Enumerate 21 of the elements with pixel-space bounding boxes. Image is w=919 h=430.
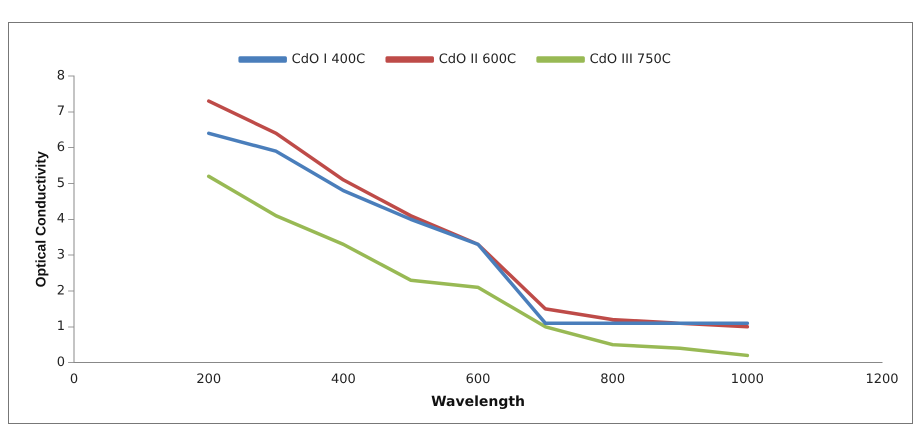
y-tick-label: 5 — [56, 176, 66, 191]
y-tick-label: 2 — [56, 283, 66, 298]
x-tick-label: 1200 — [865, 372, 899, 387]
y-tick-label: 8 — [56, 68, 66, 84]
x-tick-label: 400 — [330, 372, 356, 387]
y-axis-title: Optical Conductivity — [32, 151, 48, 288]
y-tick-label: 4 — [56, 212, 66, 227]
legend-label: CdO I 400C — [292, 52, 366, 67]
x-tick-label: 200 — [196, 372, 222, 387]
y-tick-label: 3 — [56, 248, 66, 262]
legend-label: CdO II 600C — [438, 52, 516, 67]
x-tick-label: 600 — [466, 372, 490, 387]
x-tick-label: 1000 — [730, 372, 764, 387]
x-tick-label: 0 — [70, 372, 78, 387]
x-axis-title: Wavelength — [431, 394, 526, 410]
y-tick-label: 6 — [56, 140, 66, 156]
y-tick-label: 1 — [56, 319, 66, 334]
y-tick-label: 0 — [56, 354, 66, 370]
legend-label: CdO III 750C — [590, 52, 671, 67]
x-tick-label: 800 — [600, 372, 626, 387]
y-tick-label: 7 — [56, 104, 66, 120]
